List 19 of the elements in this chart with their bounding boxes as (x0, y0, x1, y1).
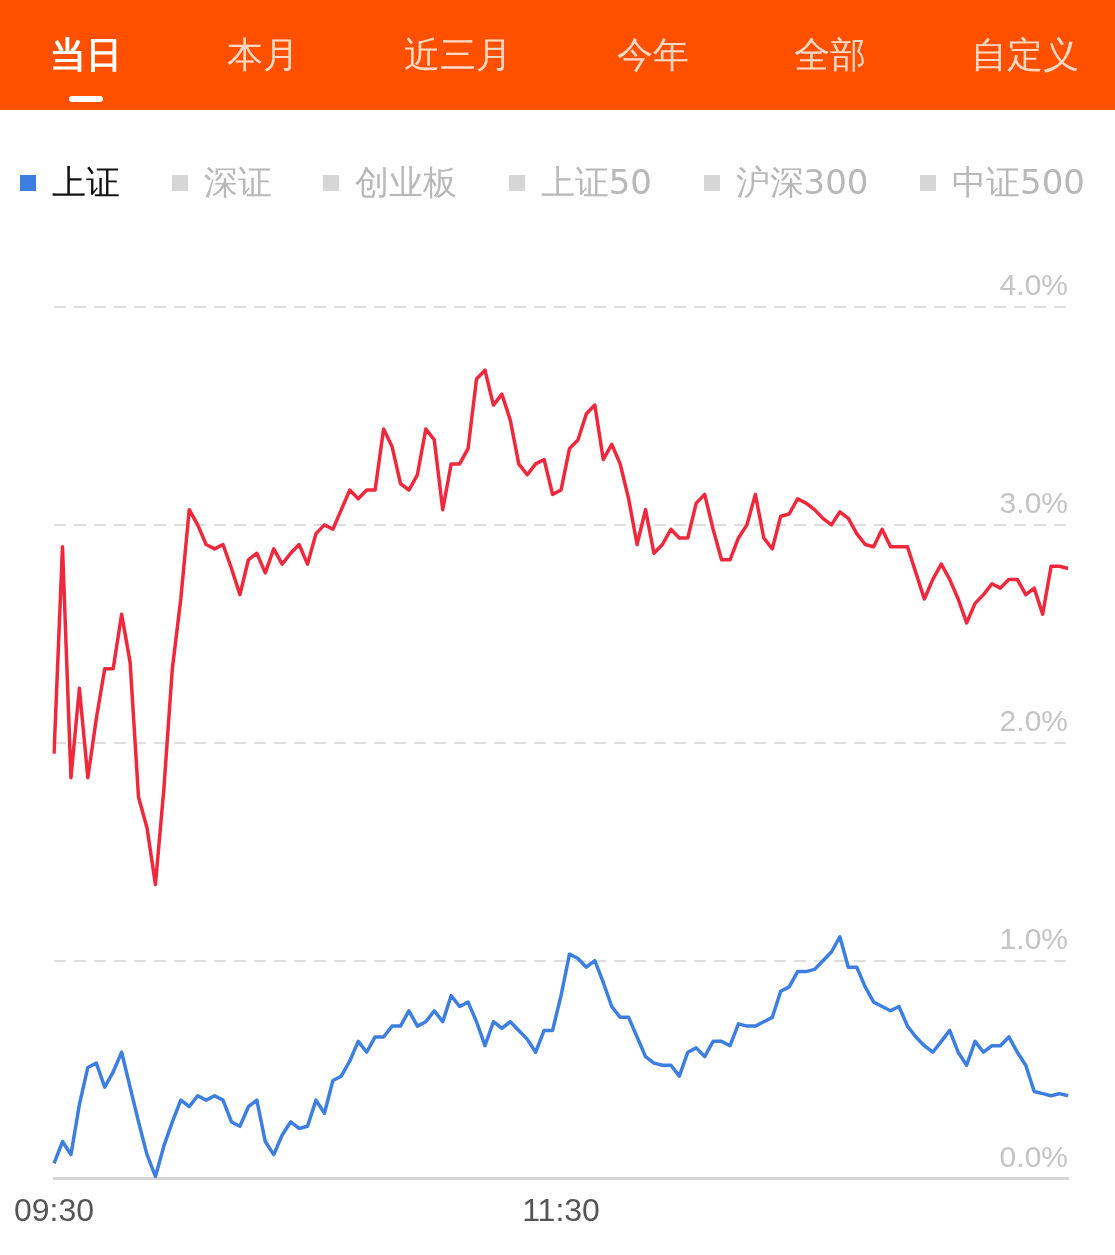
legend-label: 上证 (52, 161, 120, 204)
text: 自定义 (971, 32, 1079, 77)
legend-label: 沪深300 (735, 161, 869, 204)
legend-label: 创业板 (355, 161, 458, 204)
text: 近三月 (404, 32, 512, 77)
text: 全部 (794, 32, 866, 77)
text: 今年 (617, 32, 689, 77)
y-tick-label: 2.0% (999, 704, 1068, 738)
text: 当日 (50, 30, 122, 80)
legend-label: 深证 (203, 161, 272, 204)
y-tick-label: 3.0% (999, 486, 1068, 520)
x-tick-label: 11:30 (522, 1191, 600, 1228)
legend-label: 上证50 (540, 161, 652, 204)
x-tick-label: 09:30 (14, 1191, 95, 1228)
text: 本月 (227, 32, 299, 77)
y-tick-label: 0.0% (999, 1139, 1068, 1173)
y-tick-label: 4.0% (999, 268, 1068, 302)
y-tick-label: 1.0% (999, 921, 1068, 955)
legend-label: 中证500 (952, 161, 1085, 204)
